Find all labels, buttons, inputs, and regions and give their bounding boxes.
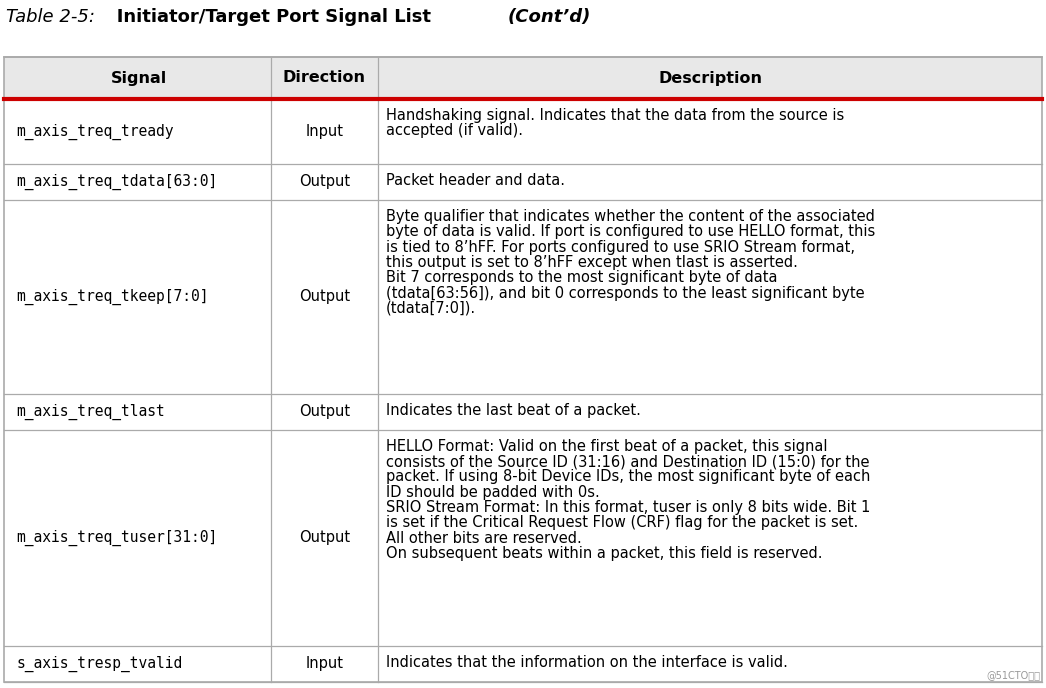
Text: m_axis_treq_tlast: m_axis_treq_tlast [16,404,165,420]
Text: packet. If using 8-bit Device IDs, the most significant byte of each: packet. If using 8-bit Device IDs, the m… [386,469,870,484]
Text: is tied to 8’hFF. For ports configured to use SRIO Stream format,: is tied to 8’hFF. For ports configured t… [386,239,855,255]
Text: Description: Description [658,70,761,85]
Text: consists of the Source ID (31:16) and Destination ID (15:0) for the: consists of the Source ID (31:16) and De… [386,454,869,469]
Text: is set if the Critical Request Flow (CRF) flag for the packet is set.: is set if the Critical Request Flow (CRF… [386,515,859,530]
Text: s_axis_tresp_tvalid: s_axis_tresp_tvalid [16,656,182,672]
Text: m_axis_treq_tready: m_axis_treq_tready [16,123,174,140]
Text: SRIO Stream Format: In this format, tuser is only 8 bits wide. Bit 1: SRIO Stream Format: In this format, tuse… [386,500,870,515]
Text: m_axis_treq_tdata[63:0]: m_axis_treq_tdata[63:0] [16,174,218,190]
Text: Indicates the last beat of a packet.: Indicates the last beat of a packet. [386,402,641,418]
Text: m_axis_treq_tuser[31:0]: m_axis_treq_tuser[31:0] [16,530,218,546]
Text: ID should be padded with 0s.: ID should be padded with 0s. [386,484,599,499]
Text: @51CTO博客: @51CTO博客 [986,670,1040,680]
Text: Output: Output [299,289,350,304]
Text: (tdata[7:0]).: (tdata[7:0]). [386,301,476,316]
Text: (Cont’d): (Cont’d) [508,8,591,26]
Text: Output: Output [299,404,350,419]
Text: m_axis_treq_tkeep[7:0]: m_axis_treq_tkeep[7:0] [16,289,208,305]
Text: accepted (if valid).: accepted (if valid). [386,123,523,138]
Text: Packet header and data.: Packet header and data. [386,173,565,188]
Text: On subsequent beats within a packet, this field is reserved.: On subsequent beats within a packet, thi… [386,546,822,561]
Text: Byte qualifier that indicates whether the content of the associated: Byte qualifier that indicates whether th… [386,209,874,224]
Text: Handshaking signal. Indicates that the data from the source is: Handshaking signal. Indicates that the d… [386,108,844,123]
Text: All other bits are reserved.: All other bits are reserved. [386,530,582,546]
Text: Indicates that the information on the interface is valid.: Indicates that the information on the in… [386,655,788,670]
Bar [4,57,1042,99]
Text: this output is set to 8’hFF except when tlast is asserted.: this output is set to 8’hFF except when … [386,255,798,270]
Text: Initiator/Target Port Signal List: Initiator/Target Port Signal List [98,8,437,26]
Text: (tdata[63:56]), and bit 0 corresponds to the least significant byte: (tdata[63:56]), and bit 0 corresponds to… [386,286,865,301]
Text: Direction: Direction [283,70,366,85]
Text: byte of data is valid. If port is configured to use HELLO format, this: byte of data is valid. If port is config… [386,224,876,239]
Text: Table 2-5:: Table 2-5: [6,8,95,26]
Text: Signal: Signal [111,70,167,85]
Text: HELLO Format: Valid on the first beat of a packet, this signal: HELLO Format: Valid on the first beat of… [386,439,827,453]
Text: Input: Input [305,656,343,671]
Text: Input: Input [305,124,343,139]
Text: Bit 7 corresponds to the most significant byte of data: Bit 7 corresponds to the most significan… [386,270,777,286]
Text: Output: Output [299,530,350,546]
Text: Output: Output [299,174,350,189]
